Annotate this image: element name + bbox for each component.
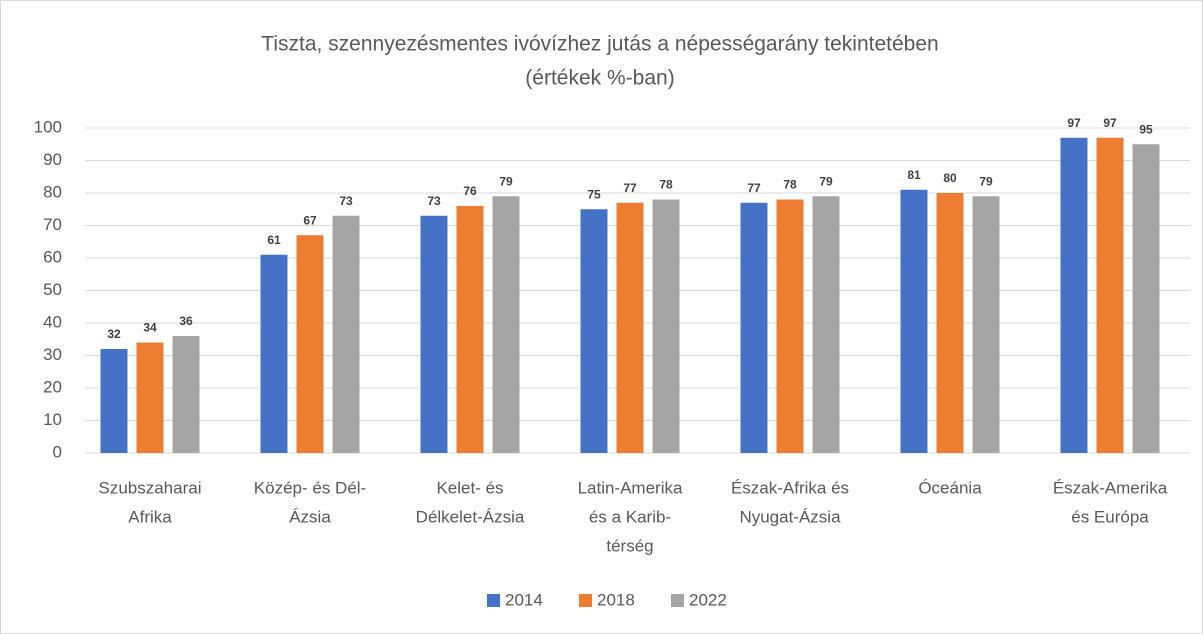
- x-tick-label: Észak-Amerika: [1053, 478, 1168, 497]
- value-label: 80: [943, 171, 957, 185]
- value-label: 76: [463, 184, 477, 198]
- bar: [456, 206, 484, 453]
- bar: [972, 196, 1000, 453]
- legend-label: 2014: [505, 590, 543, 609]
- y-tick-label: 40: [43, 312, 62, 331]
- x-tick-label: Délkelet-Ázsia: [416, 507, 525, 526]
- value-label: 97: [1103, 116, 1117, 130]
- chart-title: (értékek %-ban): [525, 67, 674, 90]
- x-tick-label: Óceánia: [918, 478, 982, 497]
- x-tick-label: Latin-Amerika: [578, 478, 683, 497]
- bar: [776, 199, 804, 453]
- x-tick-label: Kelet- és: [436, 478, 503, 497]
- y-tick-label: 50: [43, 280, 62, 299]
- bar: [100, 349, 128, 453]
- bar: [580, 209, 608, 453]
- bar: [1132, 144, 1160, 453]
- bar: [740, 202, 768, 453]
- bar: [172, 336, 200, 453]
- value-label: 79: [979, 174, 993, 188]
- x-tick-label: Észak-Afrika és: [731, 478, 849, 497]
- legend-label: 2022: [689, 590, 727, 609]
- bar: [420, 215, 448, 453]
- value-label: 75: [587, 187, 601, 201]
- y-tick-label: 70: [43, 215, 62, 234]
- bar: [1060, 137, 1088, 453]
- y-tick-label: 0: [53, 442, 62, 461]
- y-tick-label: 10: [43, 410, 62, 429]
- value-label: 77: [747, 181, 761, 195]
- legend-label: 2018: [597, 590, 635, 609]
- value-label: 34: [143, 321, 157, 335]
- value-label: 95: [1139, 122, 1153, 136]
- value-label: 78: [783, 178, 797, 192]
- chart-title: Tiszta, szennyezésmentes ivóvízhez jutás…: [261, 33, 938, 56]
- bar: [296, 235, 324, 453]
- x-tick-label: Közép- és Dél-: [254, 478, 366, 497]
- bar: [900, 189, 928, 453]
- bar: [652, 199, 680, 453]
- value-label: 77: [623, 181, 637, 195]
- legend-swatch: [671, 594, 684, 607]
- value-label: 73: [339, 194, 353, 208]
- y-tick-label: 60: [43, 247, 62, 266]
- legend-swatch: [579, 594, 592, 607]
- value-label: 32: [107, 327, 121, 341]
- value-label: 67: [303, 213, 317, 227]
- x-tick-label: Afrika: [128, 507, 172, 526]
- value-label: 97: [1067, 116, 1081, 130]
- value-label: 78: [659, 178, 673, 192]
- value-label: 73: [427, 194, 441, 208]
- bar: [812, 196, 840, 453]
- legend-swatch: [487, 594, 500, 607]
- bar: [936, 193, 964, 453]
- y-tick-label: 100: [34, 117, 62, 136]
- bar: [1096, 137, 1124, 453]
- bar: [260, 254, 288, 453]
- y-tick-label: 80: [43, 182, 62, 201]
- x-tick-label: Nyugat-Ázsia: [739, 507, 841, 526]
- value-label: 79: [499, 174, 513, 188]
- bar: [616, 202, 644, 453]
- value-label: 81: [907, 168, 921, 182]
- bar: [136, 342, 164, 453]
- value-label: 61: [267, 233, 281, 247]
- value-label: 36: [179, 314, 193, 328]
- x-tick-label: Ázsia: [289, 507, 331, 526]
- bar: [492, 196, 520, 453]
- y-tick-label: 20: [43, 377, 62, 396]
- x-tick-label: Szubszaharai: [98, 478, 201, 497]
- value-label: 79: [819, 174, 833, 188]
- bar: [332, 215, 360, 453]
- x-tick-label: és a Karib-: [589, 507, 671, 526]
- x-tick-label: térség: [606, 536, 653, 555]
- y-tick-label: 30: [43, 345, 62, 364]
- x-tick-label: és Európa: [1071, 507, 1149, 526]
- y-tick-label: 90: [43, 150, 62, 169]
